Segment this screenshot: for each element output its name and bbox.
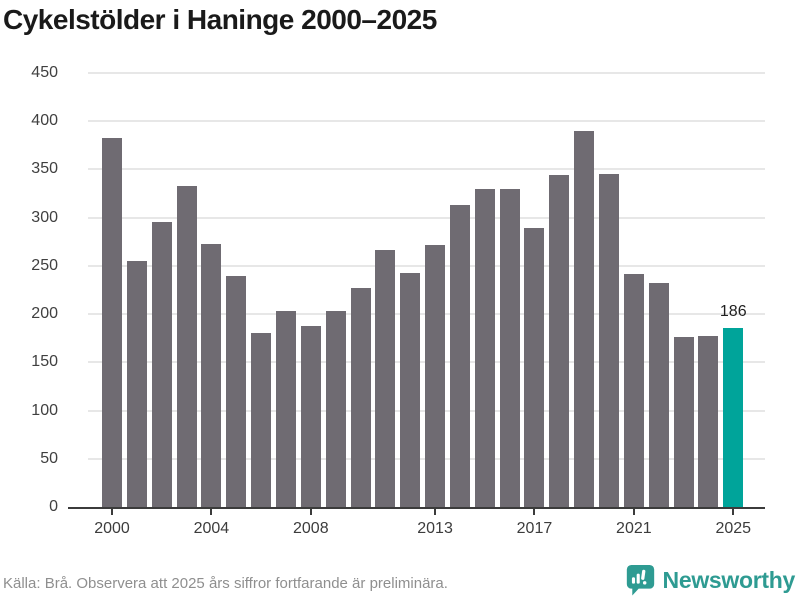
bar-2002 bbox=[151, 222, 172, 507]
x-axis-tick bbox=[533, 509, 536, 515]
y-axis-tick-label: 400 bbox=[31, 112, 58, 130]
y-axis-tick-label: 250 bbox=[31, 256, 58, 274]
bar-2000 bbox=[102, 137, 122, 507]
y-axis-tick-label: 350 bbox=[31, 160, 58, 178]
bar-2018 bbox=[549, 175, 570, 507]
bar-2012 bbox=[400, 272, 421, 507]
x-axis-tick bbox=[111, 509, 113, 515]
x-axis-tick-label: 2000 bbox=[94, 520, 130, 537]
source-note: Källa: Brå. Observera att 2025 års siffr… bbox=[3, 575, 448, 592]
y-axis-tick-label: 300 bbox=[31, 208, 58, 226]
chart-title: Cykelstölder i Haninge 2000–2025 bbox=[3, 4, 437, 35]
x-axis-tick bbox=[210, 509, 213, 515]
gridline-350 bbox=[88, 168, 765, 171]
x-axis-tick-label: 2008 bbox=[293, 520, 329, 537]
y-axis-tick-label: 50 bbox=[40, 449, 58, 467]
y-axis-tick-label: 200 bbox=[31, 305, 58, 323]
bar-2005 bbox=[226, 276, 247, 507]
bar-2025 bbox=[723, 327, 744, 507]
y-axis-tick-label: 0 bbox=[49, 498, 58, 515]
bar-2023 bbox=[673, 337, 694, 507]
x-axis-tick bbox=[309, 509, 312, 515]
bar-2016 bbox=[499, 188, 520, 507]
x-axis-line bbox=[68, 507, 765, 509]
bar-2006 bbox=[251, 333, 272, 507]
bar-2020 bbox=[599, 174, 619, 507]
bar-2014 bbox=[449, 205, 470, 507]
newsworthy-logo: Newsworthy bbox=[625, 562, 795, 598]
newsworthy-bubble-chart-icon bbox=[625, 563, 656, 597]
bar-2009 bbox=[325, 311, 346, 507]
bar-2019 bbox=[574, 130, 595, 507]
bar-2008 bbox=[300, 325, 321, 507]
bar-2024 bbox=[698, 336, 719, 507]
bar-2004 bbox=[201, 243, 222, 507]
bar-2015 bbox=[474, 188, 495, 507]
bar-2003 bbox=[176, 185, 197, 507]
x-axis-tick bbox=[732, 509, 735, 515]
x-axis-tick-label: 2013 bbox=[417, 520, 453, 537]
bar-2001 bbox=[126, 261, 147, 507]
bar-2017 bbox=[524, 228, 545, 507]
bar-2011 bbox=[375, 250, 396, 507]
x-axis-tick-label: 2004 bbox=[193, 520, 230, 537]
x-axis-tick-label: 2017 bbox=[516, 520, 553, 537]
y-axis-tick-label: 450 bbox=[31, 64, 58, 81]
y-axis-tick-label: 150 bbox=[31, 353, 58, 371]
x-axis-tick bbox=[632, 509, 635, 515]
brand-name: Newsworthy bbox=[662, 566, 796, 593]
bar-2007 bbox=[275, 311, 296, 507]
bar-2022 bbox=[648, 283, 669, 507]
bar-2013 bbox=[425, 244, 446, 507]
y-axis-tick-label: 100 bbox=[31, 401, 58, 419]
plot-area: 0 50 100 150 200 250 300 350 400 450 186 2000 2004 20… bbox=[31, 64, 765, 537]
bar-value-label: 186 bbox=[719, 302, 747, 320]
x-axis-tick bbox=[434, 509, 437, 515]
x-axis-tick-label: 2025 bbox=[715, 520, 752, 537]
gridline-300 bbox=[88, 216, 765, 219]
bar-2010 bbox=[350, 288, 371, 507]
bar-2021 bbox=[623, 273, 644, 507]
gridline-450 bbox=[88, 72, 765, 74]
x-axis-tick-label: 2021 bbox=[616, 520, 652, 537]
gridline-400 bbox=[88, 120, 765, 123]
